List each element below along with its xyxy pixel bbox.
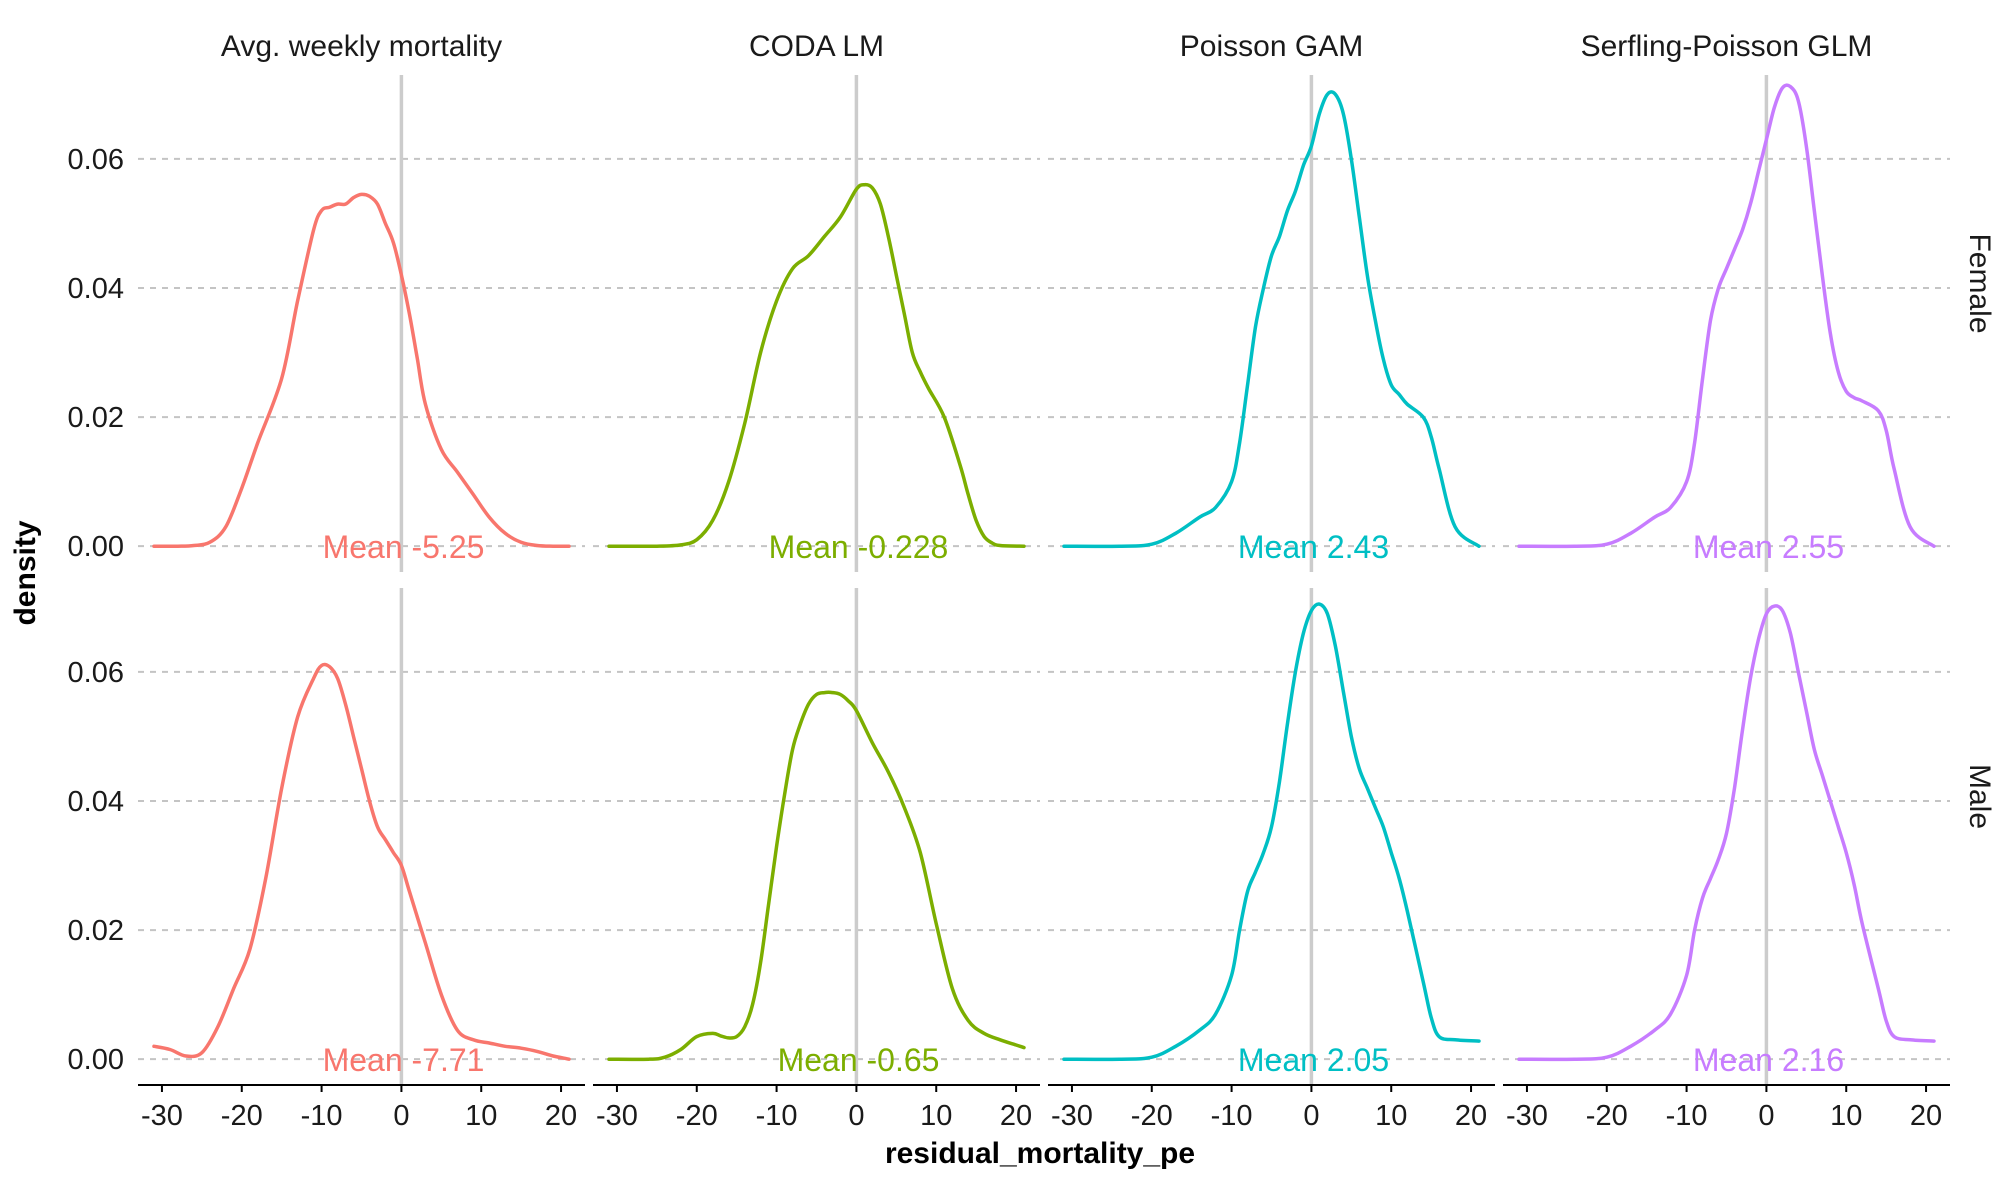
mean-label-avg-weekly-mortality-male: Mean -7.71 bbox=[323, 1042, 485, 1078]
y-tick-label: 0.02 bbox=[68, 402, 124, 434]
x-tick-label: 20 bbox=[1455, 1100, 1487, 1132]
density-curve-layer bbox=[152, 83, 1936, 1062]
x-tick-label: 10 bbox=[920, 1100, 952, 1132]
y-tick-label: 0.04 bbox=[68, 273, 124, 305]
density-curve-serfling-poisson-glm-male bbox=[1517, 604, 1936, 1062]
x-tick-label: -30 bbox=[1506, 1100, 1548, 1132]
x-tick-label: 0 bbox=[393, 1100, 409, 1132]
x-tick-label: -30 bbox=[596, 1100, 638, 1132]
gridline-layer bbox=[138, 157, 1950, 1061]
facet-strip-serfling-poisson-glm: Serfling-Poisson GLM bbox=[1581, 30, 1873, 63]
mean-label-layer: Mean -5.25 Mean -0.228 Mean 2.43 Mean 2.55 M… bbox=[323, 529, 1845, 1078]
mean-label-serfling-poisson-glm-male: Mean 2.16 bbox=[1693, 1042, 1844, 1078]
x-tick-label: 20 bbox=[545, 1100, 577, 1132]
facet-strip-coda-lm: CODA LM bbox=[749, 30, 884, 63]
x-tick-label: 10 bbox=[1830, 1100, 1862, 1132]
facet-strip-poisson-gam: Poisson GAM bbox=[1180, 30, 1363, 63]
x-tick-label: -20 bbox=[676, 1100, 718, 1132]
y-tick-label: 0.02 bbox=[68, 915, 124, 947]
x-tick-label: 0 bbox=[848, 1100, 864, 1132]
x-tick-label: -10 bbox=[756, 1100, 798, 1132]
density-curve-avg-weekly-mortality-male bbox=[152, 662, 571, 1061]
x-tick-label: -20 bbox=[1586, 1100, 1628, 1132]
mean-label-coda-lm-female: Mean -0.228 bbox=[769, 529, 949, 565]
x-tick-label: -30 bbox=[141, 1100, 183, 1132]
x-axis-title: residual_mortality_pe bbox=[885, 1137, 1195, 1170]
density-curve-coda-lm-female bbox=[607, 182, 1026, 549]
density-curve-serfling-poisson-glm-female bbox=[1517, 83, 1936, 549]
mean-label-poisson-gam-female: Mean 2.43 bbox=[1238, 529, 1389, 565]
zero-reference-line-layer bbox=[399, 75, 1769, 1085]
y-tick-label: 0.00 bbox=[68, 531, 124, 563]
density-curve-poisson-gam-male bbox=[1062, 602, 1481, 1062]
mean-label-serfling-poisson-glm-female: Mean 2.55 bbox=[1693, 529, 1844, 565]
mean-label-coda-lm-male: Mean -0.65 bbox=[778, 1042, 940, 1078]
x-tick-label: 10 bbox=[465, 1100, 497, 1132]
x-tick-label: -30 bbox=[1051, 1100, 1093, 1132]
y-axis-title: density bbox=[9, 520, 42, 625]
density-curve-coda-lm-male bbox=[607, 690, 1026, 1062]
x-tick-label: -10 bbox=[301, 1100, 343, 1132]
facet-strip-female: Female bbox=[1963, 233, 1996, 333]
x-tick-label: 0 bbox=[1303, 1100, 1319, 1132]
y-tick-label: 0.06 bbox=[68, 657, 124, 689]
mean-label-avg-weekly-mortality-female: Mean -5.25 bbox=[323, 529, 485, 565]
x-tick-label: 20 bbox=[1910, 1100, 1942, 1132]
y-tick-label: 0.06 bbox=[68, 144, 124, 176]
density-curve-avg-weekly-mortality-female bbox=[152, 192, 571, 548]
x-tick-label: 10 bbox=[1375, 1100, 1407, 1132]
facet-strip-male: Male bbox=[1963, 764, 1996, 829]
x-tick-label: 20 bbox=[1000, 1100, 1032, 1132]
y-tick-label: 0.04 bbox=[68, 786, 124, 818]
x-tick-label: -10 bbox=[1666, 1100, 1708, 1132]
facet-strip-avg-weekly-mortality: Avg. weekly mortality bbox=[221, 30, 502, 63]
x-tick-label: -20 bbox=[1131, 1100, 1173, 1132]
density-curve-poisson-gam-female bbox=[1062, 90, 1481, 549]
mean-label-poisson-gam-male: Mean 2.05 bbox=[1238, 1042, 1389, 1078]
y-tick-label: 0.00 bbox=[68, 1044, 124, 1076]
x-tick-label: -10 bbox=[1211, 1100, 1253, 1132]
x-tick-label: 0 bbox=[1758, 1100, 1774, 1132]
axis-layer: Avg. weekly mortality CODA LM Poisson GAM S… bbox=[68, 30, 1996, 1132]
x-tick-label: -20 bbox=[221, 1100, 263, 1132]
